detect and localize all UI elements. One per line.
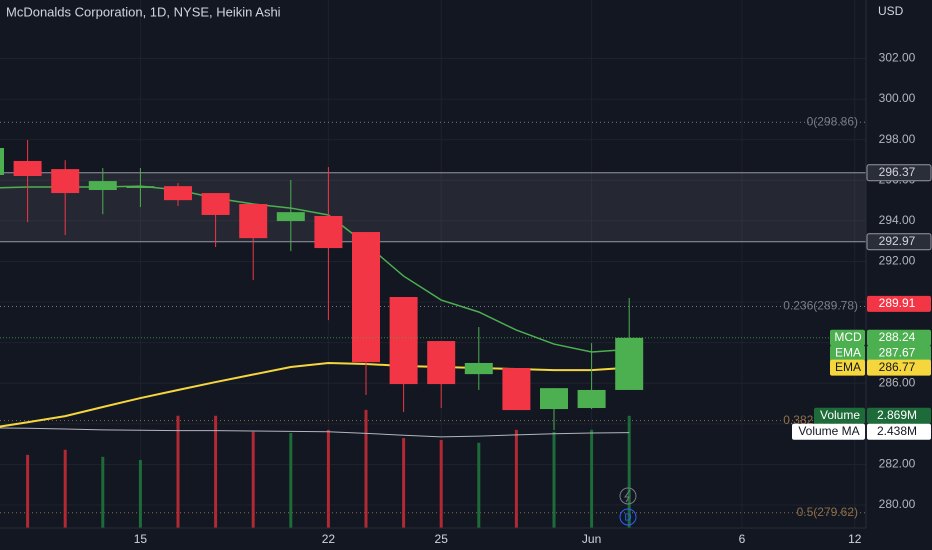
volume-bar — [514, 429, 518, 528]
chart-title: McDonalds Corporation, 1D, NYSE, Heikin … — [6, 4, 281, 19]
candle-body — [239, 204, 268, 239]
candle-body — [201, 193, 230, 215]
volume-bar — [289, 432, 293, 528]
y-tick-label: 302.00 — [879, 51, 916, 65]
axis-tag-name: MCD — [834, 330, 862, 344]
fib-label: 0.236(289.78) — [783, 299, 858, 313]
y-tick-label: 294.00 — [879, 213, 916, 227]
icon — [624, 489, 631, 503]
candle-body — [464, 362, 493, 375]
candle-body — [540, 388, 568, 410]
y-tick-label: 280.00 — [879, 497, 916, 511]
axis-tag — [866, 233, 932, 251]
volume-bar — [176, 415, 180, 528]
icon: D — [624, 513, 631, 524]
volume-bar — [590, 429, 594, 528]
fib-label: 0.5(279.62) — [797, 505, 858, 519]
x-tick-label: 15 — [134, 532, 148, 546]
axis-tag — [814, 407, 865, 424]
axis-tag — [867, 345, 931, 362]
candle-body — [88, 181, 117, 191]
axis-tag-value: 287.67 — [879, 346, 916, 360]
x-tick-label: Jun — [582, 532, 601, 546]
axis-tag — [792, 423, 865, 440]
y-tick-label: 300.00 — [879, 91, 916, 105]
volume-bar — [251, 431, 255, 528]
volume-bar — [138, 459, 142, 528]
candle-body — [577, 389, 606, 409]
x-tick-label: 12 — [848, 532, 862, 546]
axis-tag — [866, 164, 932, 182]
y-tick-label: 282.00 — [879, 457, 916, 471]
candle-body — [352, 232, 380, 363]
x-tick-label: 22 — [322, 532, 336, 546]
axis-tag — [867, 295, 931, 312]
axis-tag-name: EMA — [835, 360, 861, 374]
y-tick-label: 286.00 — [879, 375, 916, 389]
x-tick-label: 6 — [739, 532, 746, 546]
axis-tag-name: Volume — [820, 408, 860, 422]
axis-tag-name: EMA — [835, 346, 861, 360]
candle-body — [164, 186, 192, 201]
icons: D — [619, 487, 637, 526]
candle-body — [51, 169, 80, 194]
candle-body — [427, 341, 456, 385]
plot: 0(298.86)0.236(289.78)0.382(284.16)0.5(2… — [0, 114, 866, 528]
volume-bar — [63, 449, 67, 528]
icon — [619, 487, 637, 505]
candle-body — [389, 296, 418, 385]
axis-tag — [830, 329, 865, 346]
axis-tag — [867, 423, 931, 440]
volume-bar — [477, 442, 481, 528]
price-axis — [866, 0, 932, 550]
volume-bar — [627, 415, 631, 528]
volume-bar — [402, 438, 406, 528]
axis-tag-value: 286.77 — [879, 360, 916, 374]
currency: USD — [878, 4, 904, 18]
volume-bar — [214, 415, 218, 528]
y-tick-label: 298.00 — [879, 132, 916, 146]
icon — [619, 508, 637, 526]
axis-tag — [867, 329, 931, 346]
candle-body — [615, 337, 644, 390]
axis-tag-value: 296.37 — [879, 165, 916, 179]
volume-bar — [552, 431, 556, 528]
axis-labels: 280.00282.00284.00286.00288.00290.00292.… — [134, 51, 932, 546]
zone — [0, 172, 866, 242]
volume-bar — [439, 440, 443, 528]
x-tick-label: 25 — [435, 532, 449, 546]
candle-body — [0, 147, 4, 175]
axis-tag — [830, 345, 865, 362]
axis-tag — [867, 359, 931, 376]
grid — [0, 0, 866, 528]
axis-tag-value: 288.24 — [879, 330, 916, 344]
volume-bar — [364, 409, 368, 528]
axis-tag — [830, 359, 865, 376]
candle-body — [502, 368, 531, 411]
candle-body — [126, 186, 155, 188]
fib-label: 0(298.86) — [807, 114, 858, 128]
axis-tag-value: 2.869M — [877, 408, 917, 422]
candle-body — [276, 212, 305, 222]
candle-body — [314, 215, 343, 249]
volume-ma-line — [0, 427, 630, 438]
volume-bar — [26, 454, 30, 528]
axis-tag — [867, 407, 931, 424]
volume-bar — [101, 456, 105, 528]
axis-tag-value: 2.438M — [877, 424, 917, 438]
axis-tag-name: Volume MA — [798, 424, 859, 438]
axis-tag-value: 289.91 — [879, 296, 916, 310]
candle-body — [13, 160, 42, 176]
y-tick-label: 292.00 — [879, 254, 916, 268]
axis-tag-value: 292.97 — [879, 234, 916, 248]
volume-bar — [326, 429, 330, 528]
